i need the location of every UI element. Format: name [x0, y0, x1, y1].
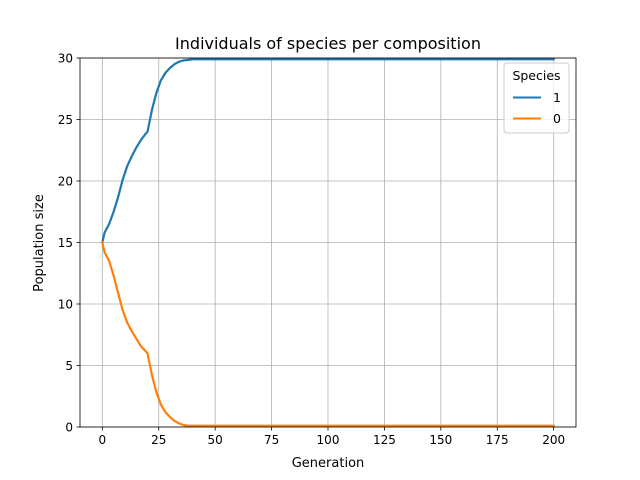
series-line-1	[101, 58, 555, 244]
y-tick-label: 10	[58, 298, 73, 312]
x-tick-label: 0	[99, 433, 107, 447]
x-tick-label: 25	[151, 433, 166, 447]
x-tick-label: 100	[317, 433, 340, 447]
legend: Species 1 0	[503, 62, 570, 134]
y-tick-label: 5	[65, 359, 73, 373]
series-line-0	[101, 241, 555, 427]
x-tick-label: 75	[264, 433, 279, 447]
y-tick-label: 15	[58, 236, 73, 250]
x-tick-label: 200	[542, 433, 565, 447]
y-axis-label: Population size	[32, 194, 47, 292]
legend-title: Species	[512, 68, 560, 83]
plot-lines	[101, 58, 555, 427]
y-tick-label: 30	[58, 52, 73, 66]
x-tick-label: 150	[429, 433, 452, 447]
y-tick-label: 20	[58, 175, 73, 189]
legend-label-series-0: 0	[553, 111, 561, 126]
legend-label-series-1: 1	[553, 90, 561, 105]
x-tick-label: 50	[208, 433, 223, 447]
x-axis-label: Generation	[292, 456, 365, 471]
y-tick-label: 25	[58, 113, 73, 127]
x-tick-label: 175	[486, 433, 509, 447]
x-tick-label: 125	[373, 433, 396, 447]
chart-title: Individuals of species per composition	[175, 34, 481, 53]
y-tick-label: 0	[65, 421, 73, 435]
